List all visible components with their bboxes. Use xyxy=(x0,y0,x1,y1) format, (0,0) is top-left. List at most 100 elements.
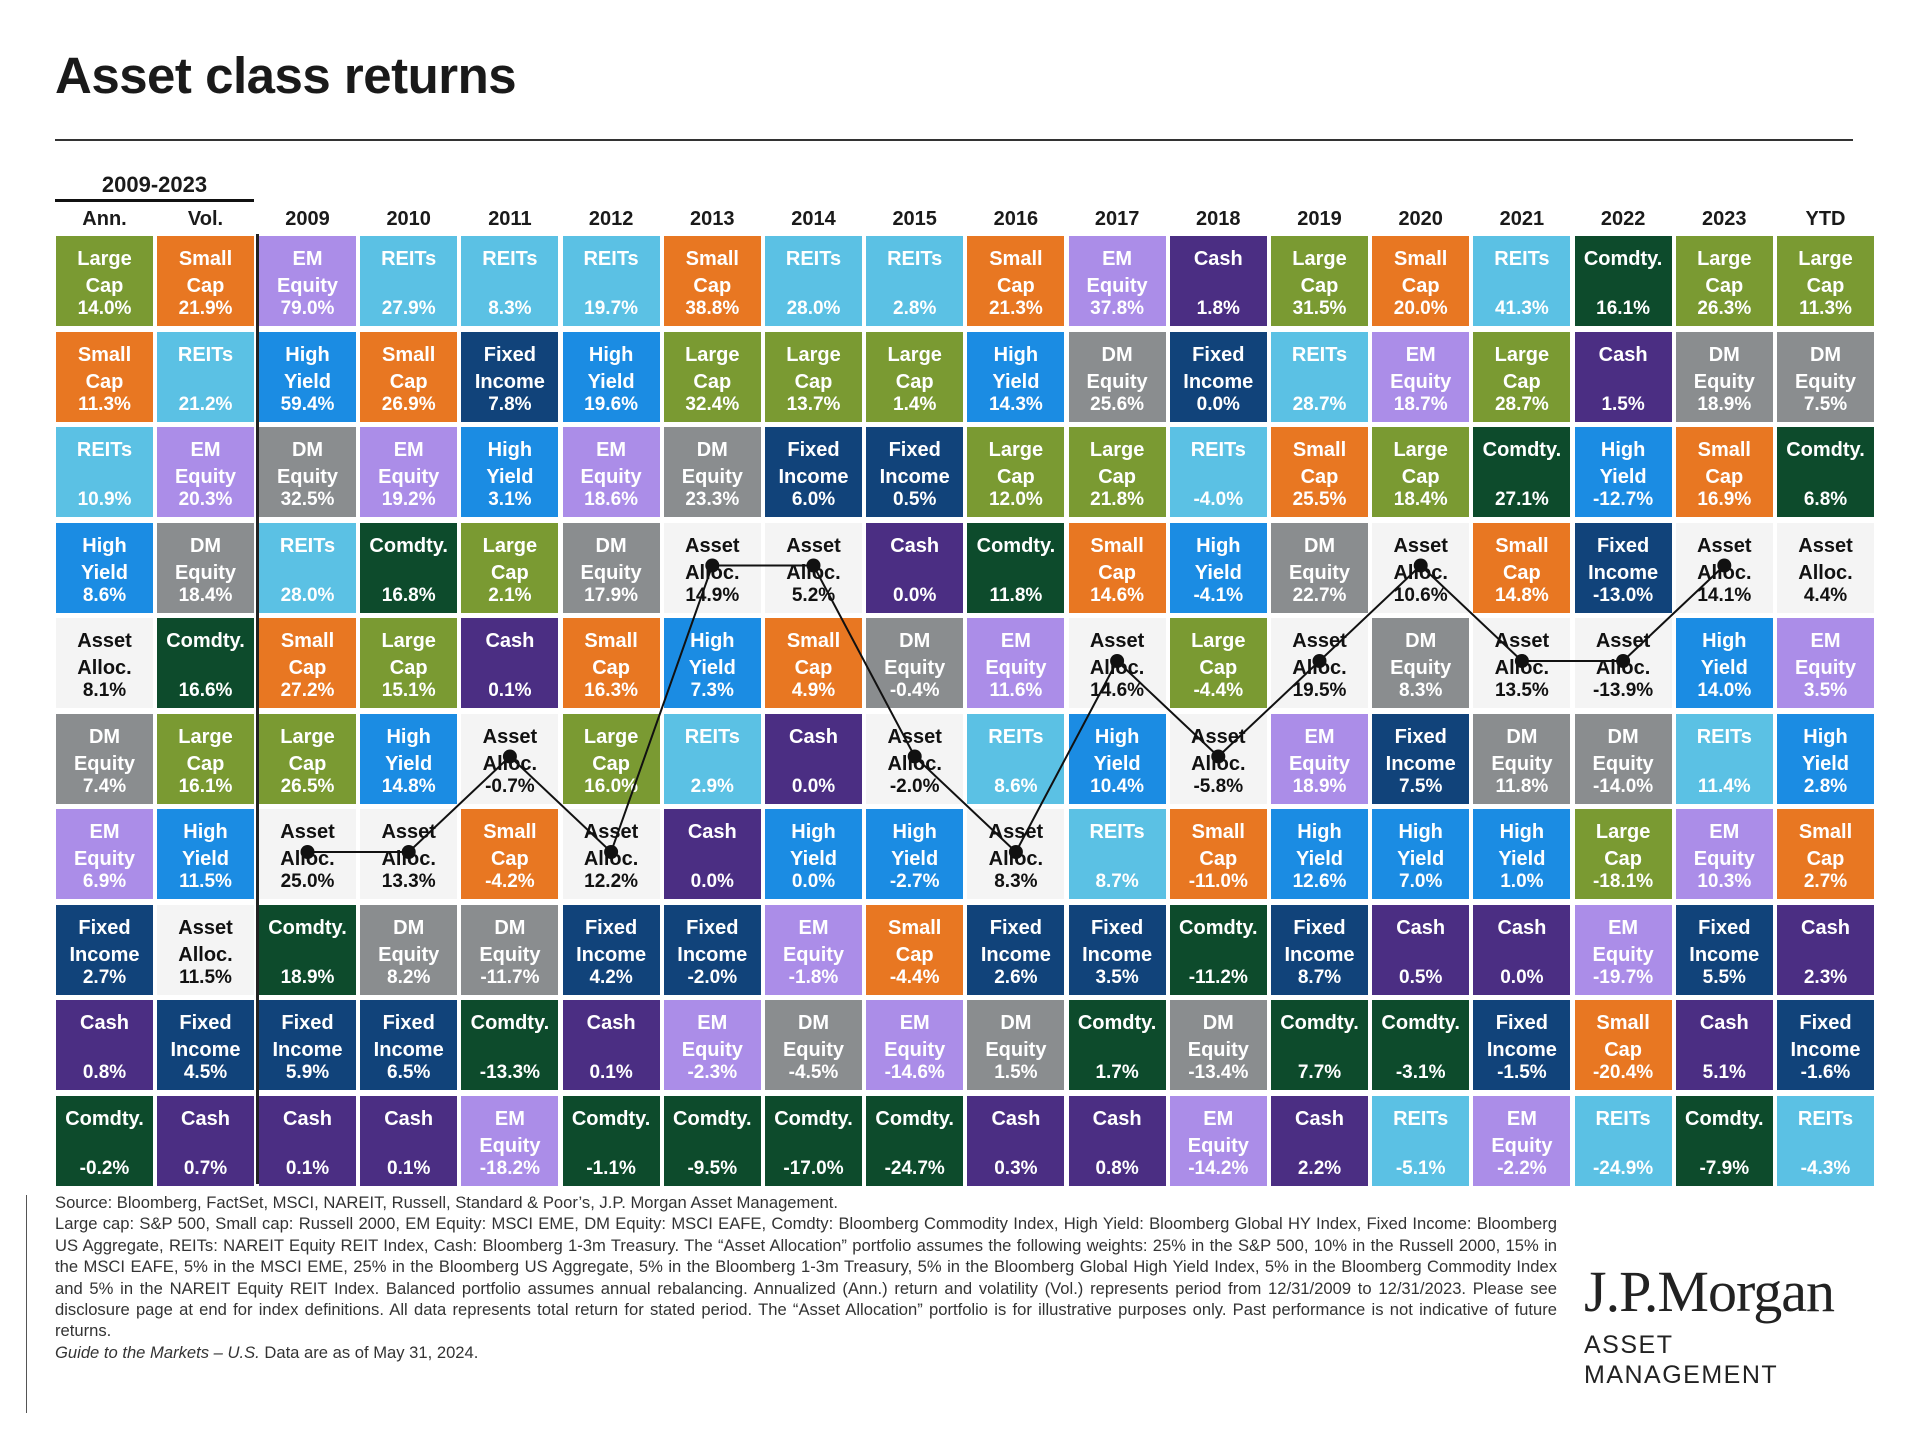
return-value: 23.3% xyxy=(685,489,740,510)
asset-name: Asset Alloc. xyxy=(1798,534,1853,584)
asset-tile: High Yield 14.8% xyxy=(360,713,458,804)
return-value: 8.3% xyxy=(488,298,532,319)
asset-tile: DM Equity 23.3% xyxy=(663,427,761,517)
asset-name: Asset Alloc. xyxy=(280,821,335,870)
asset-tile: Cash 1.5% xyxy=(1574,331,1672,422)
asset-name: Comdty. xyxy=(268,916,347,939)
return-value: 21.3% xyxy=(988,298,1043,319)
asset-name: High Yield xyxy=(80,534,129,584)
return-value: 0.5% xyxy=(893,489,937,510)
asset-tile: EM Equity -2.3% xyxy=(663,1000,761,1090)
return-value: 1.0% xyxy=(1500,871,1544,892)
asset-name: DM Equity xyxy=(378,916,440,966)
return-value: 0.0% xyxy=(893,584,937,606)
summary-divider xyxy=(256,234,259,1184)
asset-name: EM Equity xyxy=(73,821,136,870)
asset-tile: DM Equity 8.3% xyxy=(1372,618,1470,708)
asset-tile: EM Equity 11.6% xyxy=(967,618,1065,708)
return-value: 0.8% xyxy=(82,1062,127,1083)
asset-tile: High Yield 1.0% xyxy=(1473,809,1571,899)
asset-name: DM Equity xyxy=(1592,725,1654,775)
return-value: -2.7% xyxy=(889,871,940,892)
asset-name: Large Cap xyxy=(1393,439,1448,488)
asset-name: REITs xyxy=(583,248,639,270)
asset-tile: DM Equity 32.5% xyxy=(259,427,356,517)
asset-name: Small Cap xyxy=(1697,439,1751,488)
return-value: -4.4% xyxy=(1193,680,1244,701)
asset-name: Small Cap xyxy=(1292,439,1347,488)
return-value: 14.8% xyxy=(381,775,436,797)
asset-name: Small Cap xyxy=(786,630,841,679)
title-rule xyxy=(55,139,1853,141)
asset-name: Small Cap xyxy=(1596,1012,1650,1061)
asset-name: EM Equity xyxy=(1390,343,1452,393)
asset-name: Cash xyxy=(1598,343,1648,366)
asset-name: Small Cap xyxy=(1090,534,1144,584)
guide-title: Guide to the Markets – U.S. xyxy=(55,1342,260,1362)
asset-name: Comdty. xyxy=(65,1107,144,1130)
asset-tile: Large Cap 14.0% xyxy=(56,236,153,326)
return-value: 11.4% xyxy=(1697,775,1751,797)
return-value: 10.4% xyxy=(1090,775,1145,797)
return-value: 11.3% xyxy=(78,393,131,415)
return-value: 18.9% xyxy=(280,966,335,988)
asset-tile: Asset Alloc. -0.7% xyxy=(461,713,559,804)
return-value: 11.8% xyxy=(989,584,1043,606)
asset-tile: Comdty. 27.1% xyxy=(1473,427,1571,517)
asset-tile: Fixed Income 5.9% xyxy=(259,1000,356,1090)
asset-name: Small Cap xyxy=(483,821,537,870)
asset-tile: Small Cap 21.9% xyxy=(157,236,254,326)
return-value: -3.1% xyxy=(1395,1062,1446,1083)
return-value: 79.0% xyxy=(280,298,335,319)
return-value: 11.6% xyxy=(989,680,1043,701)
asset-tile: Cash 0.0% xyxy=(663,809,761,899)
return-value: 28.0% xyxy=(280,584,335,606)
asset-tile: DM Equity 1.5% xyxy=(967,1000,1065,1090)
return-value: 28.7% xyxy=(1494,393,1549,415)
asset-tile: Fixed Income 0.5% xyxy=(866,427,964,517)
return-value: -2.2% xyxy=(1497,1157,1547,1179)
source-note: Source: Bloomberg, FactSet, MSCI, NAREIT… xyxy=(55,1193,839,1212)
return-value: -9.5% xyxy=(687,1157,738,1179)
asset-name: Comdty. xyxy=(1583,248,1663,270)
return-value: -13.3% xyxy=(479,1062,540,1083)
return-value: 4.5% xyxy=(183,1062,228,1083)
return-value: 25.6% xyxy=(1090,393,1145,415)
asset-name: Large Cap xyxy=(583,725,639,775)
return-value: 8.7% xyxy=(1297,966,1342,988)
asset-name: DM Equity xyxy=(782,1012,845,1061)
asset-name: REITs xyxy=(1595,1107,1651,1130)
asset-tile: Comdty. 11.8% xyxy=(967,522,1065,613)
asset-tile: DM Equity -4.5% xyxy=(765,1000,862,1090)
return-value: 0.5% xyxy=(1399,966,1443,988)
column-header: 2022 xyxy=(1600,208,1646,230)
asset-tile: Asset Alloc. 11.5% xyxy=(157,904,254,995)
asset-tile: Large Cap 12.0% xyxy=(967,427,1065,517)
asset-tile: Fixed Income 7.8% xyxy=(461,331,559,422)
return-value: 16.6% xyxy=(178,680,233,701)
asset-name: Fixed Income xyxy=(1183,343,1254,393)
asset-name: EM Equity xyxy=(1288,725,1351,775)
asset-tile: Small Cap -4.4% xyxy=(866,904,964,995)
asset-name: Large Cap xyxy=(685,343,740,393)
asset-name: REITs xyxy=(887,248,943,270)
asset-name: DM Equity xyxy=(174,534,237,584)
asset-name: Fixed Income xyxy=(170,1012,241,1061)
return-value: 15.1% xyxy=(381,680,436,701)
return-value: -11.0% xyxy=(1188,871,1248,892)
asset-tile: Fixed Income 2.7% xyxy=(56,904,153,995)
return-value: 5.1% xyxy=(1702,1062,1746,1083)
asset-name: High Yield xyxy=(385,725,433,775)
asset-tile: EM Equity 18.6% xyxy=(562,427,660,517)
asset-tile: Comdty. 18.9% xyxy=(259,904,356,995)
column-header: 2014 xyxy=(791,208,836,230)
asset-name: Asset Alloc. xyxy=(1089,630,1145,679)
asset-name: Asset Alloc. xyxy=(887,725,942,775)
asset-name: DM Equity xyxy=(73,725,136,775)
asset-name: Fixed Income xyxy=(778,439,849,488)
asset-tile: DM Equity 11.8% xyxy=(1473,713,1571,804)
asset-name: Asset Alloc. xyxy=(1494,630,1550,679)
asset-tile: DM Equity 18.4% xyxy=(157,522,254,613)
asset-tile: Fixed Income -1.5% xyxy=(1473,1000,1571,1090)
asset-tile: REITs 8.3% xyxy=(461,236,559,326)
